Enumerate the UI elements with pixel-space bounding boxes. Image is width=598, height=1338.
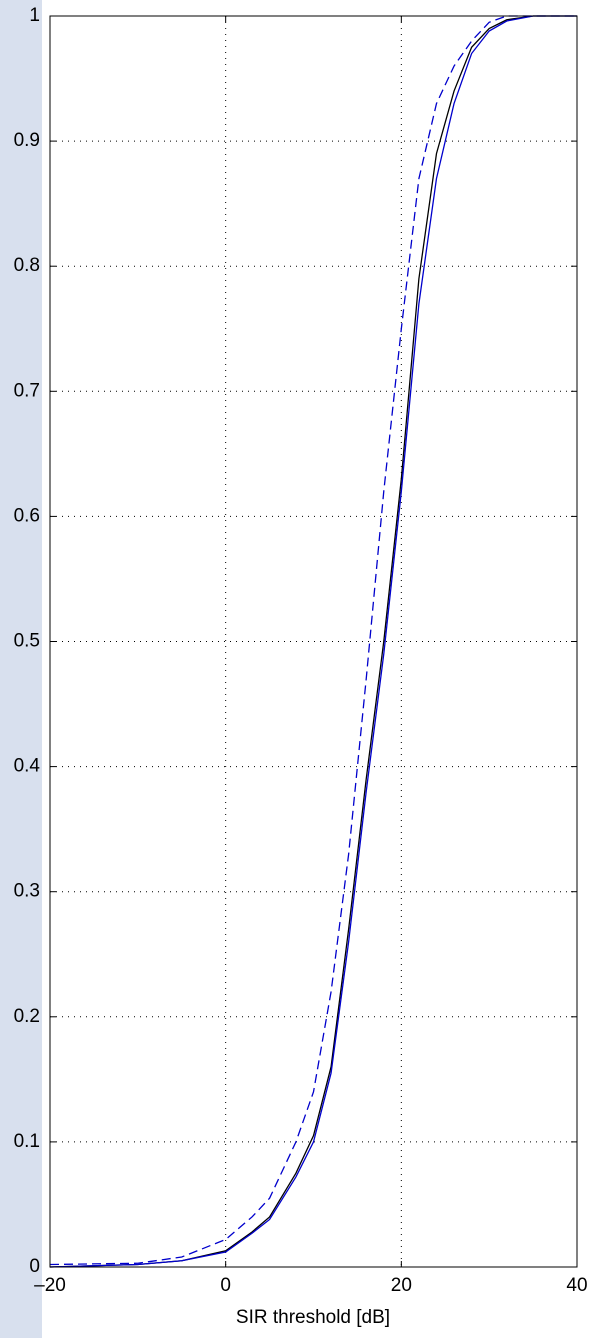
- line-series: [49, 15, 577, 1268]
- y-tick-label: 0.2: [14, 1006, 40, 1027]
- x-tick-label: 20: [391, 1275, 412, 1296]
- x-tick-label: 0: [220, 1275, 231, 1296]
- x-tick-label: –20: [34, 1275, 66, 1296]
- side-panel: [0, 0, 42, 1338]
- x-tick-label: 40: [566, 1275, 587, 1296]
- y-tick-label: 0.1: [14, 1131, 40, 1152]
- y-tick-label: 1: [29, 5, 40, 26]
- plot-area: [50, 16, 577, 1267]
- axes-frame: [49, 15, 578, 1268]
- x-axis-label: SIR threshold [dB]: [236, 1307, 390, 1328]
- y-tick-label: 0.3: [14, 881, 40, 902]
- y-tick-label: 0.4: [14, 756, 41, 777]
- y-tick-label: 0.9: [14, 130, 40, 151]
- y-tick-label: 0: [29, 1256, 40, 1277]
- y-tick-label: 0.6: [14, 505, 40, 526]
- line-series: [49, 15, 577, 1266]
- y-tick-label: 0.7: [14, 380, 40, 401]
- line-series: [49, 15, 577, 1268]
- y-tick-label: 0.8: [14, 255, 40, 276]
- y-tick-label: 0.5: [14, 631, 40, 652]
